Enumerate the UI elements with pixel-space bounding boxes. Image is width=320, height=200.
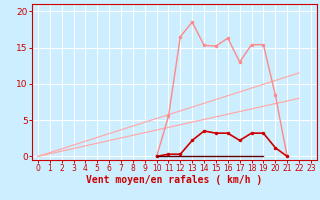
X-axis label: Vent moyen/en rafales ( km/h ): Vent moyen/en rafales ( km/h ) [86,175,262,185]
